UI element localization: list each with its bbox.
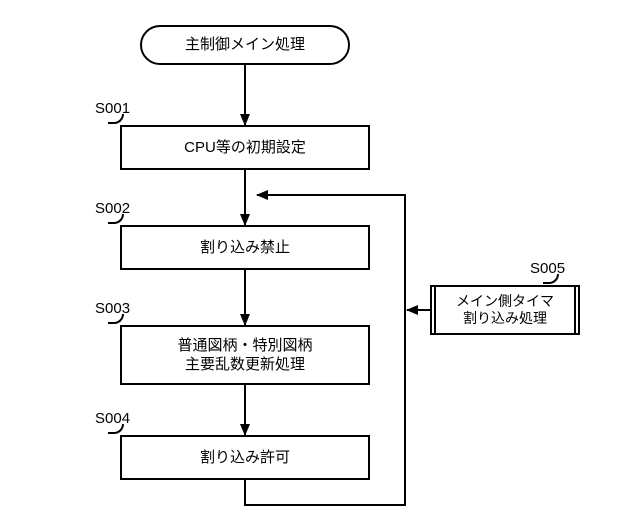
node-s002-label: 割り込み禁止 [200, 238, 290, 258]
step-tick-s002 [108, 214, 124, 224]
node-s002: 割り込み禁止 [120, 225, 370, 270]
step-tick-s001 [108, 114, 124, 124]
node-s004-label: 割り込み許可 [200, 448, 290, 468]
node-start-label: 主制御メイン処理 [185, 35, 305, 55]
node-start: 主制御メイン処理 [140, 25, 350, 65]
node-s003: 普通図柄・特別図柄 主要乱数更新処理 [120, 325, 370, 385]
node-s005-label: メイン側タイマ 割り込み処理 [436, 287, 574, 333]
flowchart-canvas: 主制御メイン処理 S001 CPU等の初期設定 S002 割り込み禁止 S003… [0, 0, 640, 525]
node-s004: 割り込み許可 [120, 435, 370, 480]
step-tick-s004 [108, 424, 124, 434]
node-s005: メイン側タイマ 割り込み処理 [430, 285, 580, 335]
step-tick-s005 [543, 274, 559, 284]
step-tick-s003 [108, 314, 124, 324]
node-s001: CPU等の初期設定 [120, 125, 370, 170]
node-s003-label: 普通図柄・特別図柄 主要乱数更新処理 [177, 336, 312, 375]
node-s001-label: CPU等の初期設定 [184, 138, 306, 158]
